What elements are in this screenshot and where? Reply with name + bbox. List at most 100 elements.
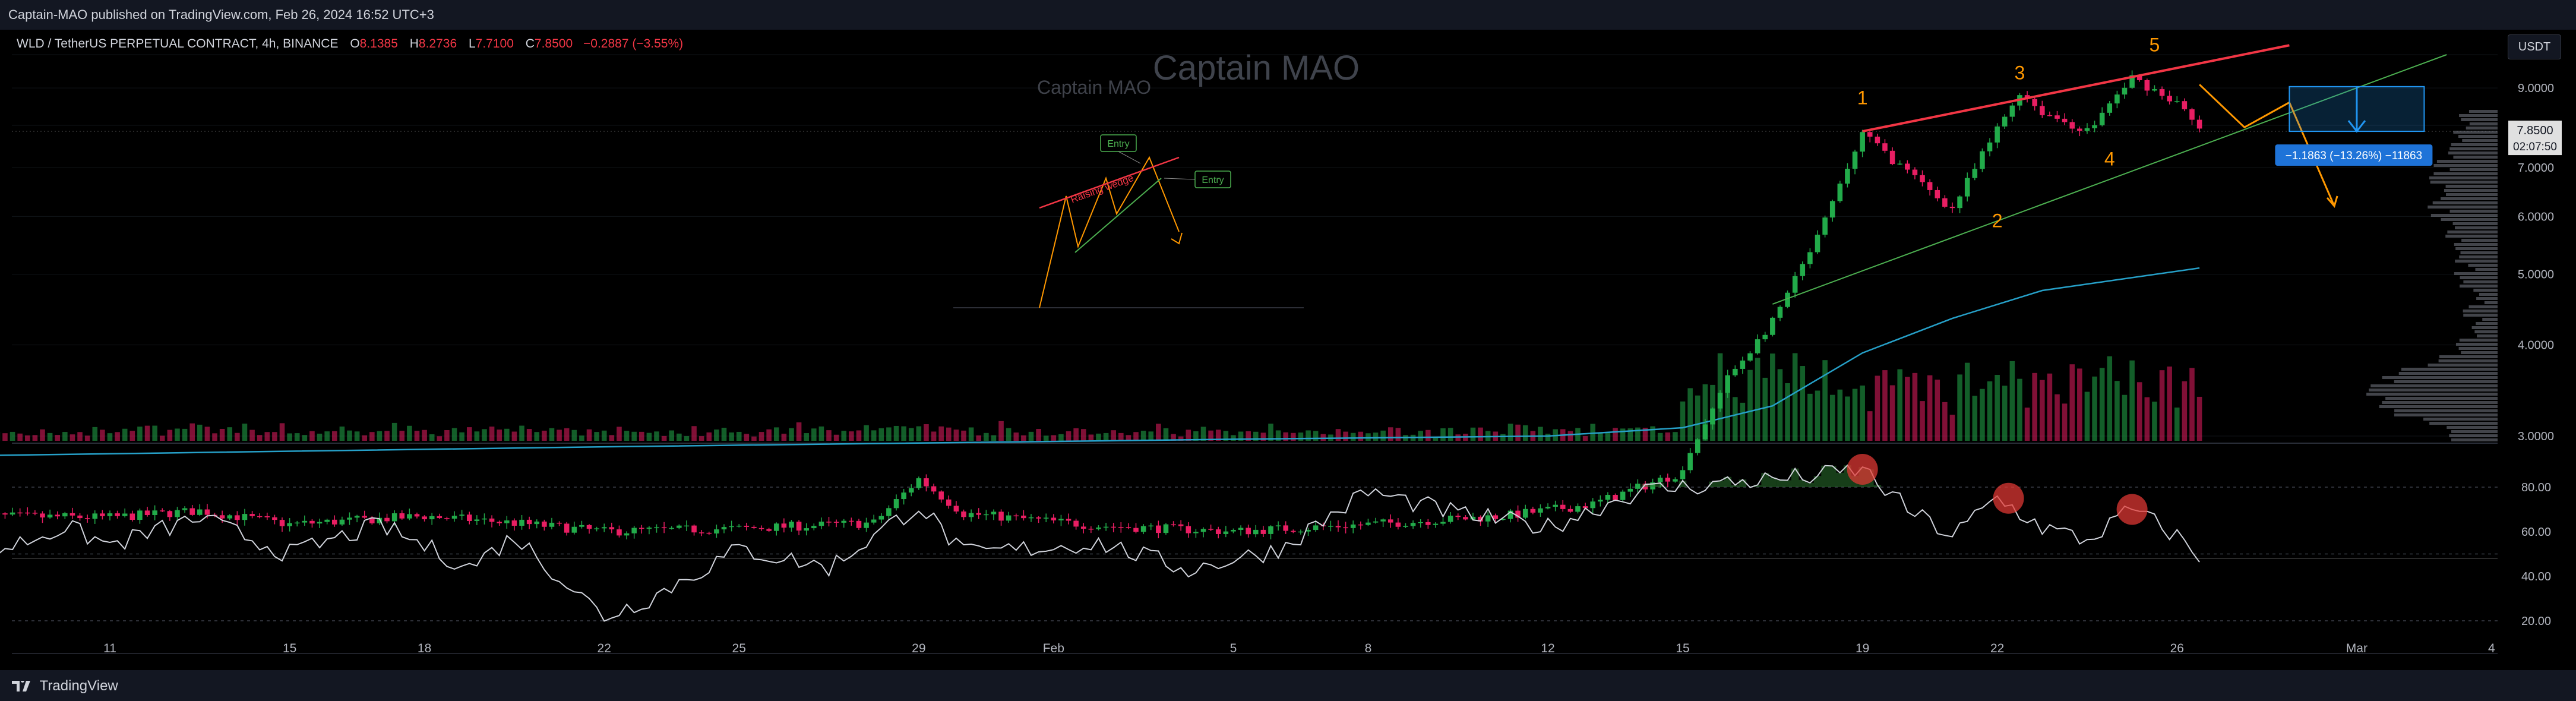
x-tick-label: Mar (2346, 642, 2368, 655)
x-tick-label: 4 (2488, 642, 2495, 655)
volume-bar (849, 431, 854, 441)
candle-body (617, 529, 622, 536)
candle-body (1208, 529, 1213, 530)
candle-body (1246, 528, 1251, 535)
volume-bar (1590, 424, 1595, 441)
candle-body (414, 514, 420, 517)
volume-bar (654, 431, 659, 441)
volume-bar (189, 423, 195, 441)
candle-body (1949, 206, 1955, 209)
candle-body (1515, 510, 1521, 518)
volume-bar (2144, 397, 2150, 441)
entry-label-1: Entry (1107, 139, 1129, 149)
high-value: 8.2736 (418, 37, 457, 50)
candle-body (1043, 517, 1049, 519)
volume-bar (714, 430, 719, 441)
volume-bar (227, 427, 233, 441)
candle-body (751, 526, 757, 528)
candle-body (901, 492, 906, 500)
volume-bar (617, 427, 622, 441)
volume-bar (1111, 430, 1116, 441)
candle-body (691, 525, 697, 533)
tradingview-logo-icon (12, 680, 30, 691)
volume-bar (1687, 388, 1693, 441)
volume-bar (1582, 436, 1588, 441)
profile-bar (2398, 372, 2498, 375)
volume-bar (2084, 391, 2090, 441)
profile-bar (2455, 343, 2498, 346)
volume-bar (2040, 380, 2045, 441)
rsi-tick-label: 20.00 (2521, 615, 2551, 628)
candle-body (2159, 89, 2165, 96)
candle-body (579, 525, 584, 527)
volume-bar (437, 436, 442, 441)
candle-body (474, 519, 480, 521)
volume-bar (1178, 436, 1184, 441)
candle-body (1710, 408, 1715, 425)
volume-bar (1845, 396, 1850, 441)
candle-body (249, 514, 255, 516)
volume-bar (931, 431, 937, 441)
x-tick-label: 22 (598, 642, 611, 655)
candle-body (152, 510, 157, 516)
candle-body (1897, 163, 1902, 165)
close-value: 7.8500 (534, 37, 573, 50)
candle-body (908, 488, 914, 493)
candle-body (924, 478, 929, 487)
candle-body (1013, 515, 1019, 517)
profile-bar (2370, 384, 2498, 387)
candle-body (542, 521, 547, 527)
volume-bar (317, 433, 323, 441)
volume-bar (257, 435, 263, 441)
volume-bar (1103, 432, 1109, 441)
candle-body (1036, 517, 1041, 519)
volume-bar (549, 428, 555, 441)
volume-bar (1426, 430, 1431, 441)
volume-bar (1500, 434, 1506, 441)
volume-bar (1912, 372, 1918, 441)
profile-bar (2452, 222, 2498, 225)
profile-bar (2401, 368, 2498, 371)
candle-body (384, 517, 390, 522)
candle-body (444, 518, 450, 519)
profile-bar (2476, 322, 2498, 325)
candle-body (609, 527, 615, 530)
profile-bar (2454, 243, 2498, 246)
volume-bar (2189, 368, 2195, 441)
volume-bar (272, 432, 277, 441)
volume-bar (1747, 370, 1753, 441)
candle-body (1193, 532, 1199, 533)
candle-body (1567, 509, 1573, 512)
volume-bar (526, 429, 532, 441)
volume-bar (669, 430, 675, 441)
drawings[interactable]: −1.1863 (−13.26%) −11863 1 2 3 4 5 Captain MAO… (953, 34, 2447, 308)
volume-bar (1051, 435, 1057, 441)
candle-body (1560, 504, 1566, 509)
profile-bar (2439, 355, 2498, 358)
volume-bar (2167, 366, 2172, 441)
candle-body (1980, 151, 1985, 169)
candle-body (339, 519, 345, 525)
candle-body (714, 529, 719, 534)
profile-bar (2394, 380, 2498, 383)
volume-bar (332, 431, 337, 441)
currency-button[interactable]: USDT (2508, 34, 2561, 59)
volume-bar (698, 436, 704, 441)
candle-body (2032, 99, 2037, 106)
profile-bar (2461, 239, 2498, 242)
profile-bar (2366, 393, 2498, 396)
volume-bar (639, 431, 644, 441)
volume-bar (968, 427, 974, 441)
candle-body (189, 508, 195, 515)
wedge-lower-line (1772, 54, 2447, 305)
candle-body (744, 525, 750, 527)
price-tick-label: 9.0000 (2518, 82, 2554, 95)
volume-bar (504, 428, 510, 441)
volume-bar (998, 421, 1004, 441)
grid-lines (12, 54, 2498, 621)
candle-body (129, 513, 135, 520)
volume-bar (2032, 372, 2037, 441)
volume-bar (219, 428, 225, 441)
entry-label-2: Entry (1202, 175, 1224, 185)
